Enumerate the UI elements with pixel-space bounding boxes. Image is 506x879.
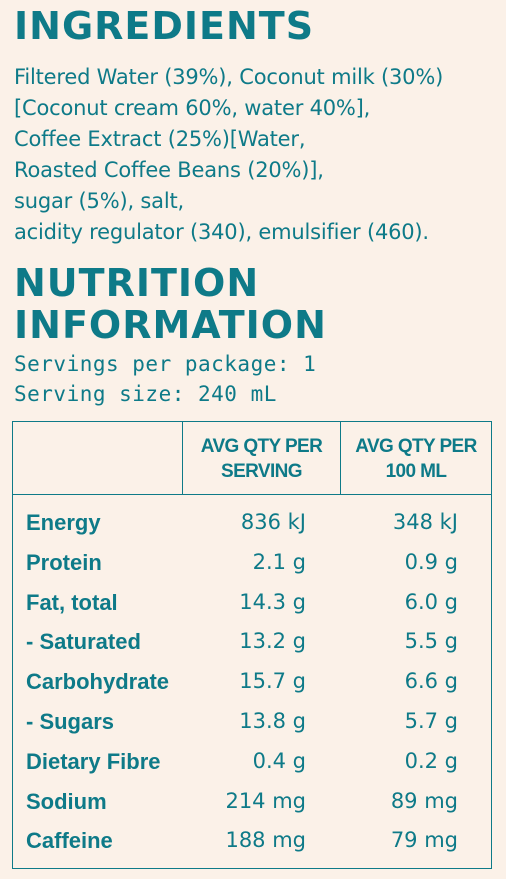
- nutrition-table: AVG QTY PER SERVING AVG QTY PER 100 ML E…: [12, 421, 492, 869]
- per-100ml-value: 348 kJ: [392, 510, 458, 534]
- table-row: Sodium 214 mg 89 mg: [13, 789, 491, 829]
- table-row: Energy 836 kJ 348 kJ: [13, 510, 491, 550]
- ingredients-list: Filtered Water (39%), Coconut milk (30%)…: [14, 62, 496, 248]
- column-divider: [340, 422, 341, 495]
- per-100ml-value: 5.7 g: [404, 709, 458, 733]
- nutrient-label: Sodium: [26, 788, 107, 814]
- per-serving-value: 188 mg: [225, 828, 306, 853]
- column-header-line: AVG QTY PER: [355, 436, 477, 457]
- nutrient-label: Dietary Fibre: [26, 748, 161, 774]
- per-serving-value: 13.2 g: [239, 629, 306, 654]
- ingredients-line: Coffee Extract (25%)[Water,: [14, 127, 306, 151]
- per-serving-value: 2.1 g: [252, 549, 306, 574]
- ingredients-line: Filtered Water (39%), Coconut milk (30%): [14, 65, 444, 89]
- column-header-per-100ml: AVG QTY PER 100 ML: [341, 434, 491, 484]
- per-serving-value: 0.4 g: [252, 748, 306, 773]
- column-header-line: 100 ML: [385, 461, 447, 482]
- per-100ml-value: 5.5 g: [404, 629, 458, 654]
- ingredients-line: sugar (5%), salt,: [14, 189, 184, 213]
- nutrition-heading-line: NUTRITION: [14, 261, 260, 305]
- nutrition-heading: NUTRITION INFORMATION: [14, 262, 327, 346]
- column-divider: [182, 422, 183, 495]
- per-serving-value: 15.7 g: [239, 669, 306, 694]
- table-row: Protein 2.1 g 0.9 g: [13, 550, 491, 590]
- servings-per-package: Servings per package: 1: [14, 352, 317, 376]
- ingredients-line: Roasted Coffee Beans (20%)],: [14, 158, 324, 182]
- table-row: Fat, total 14.3 g 6.0 g: [13, 590, 491, 630]
- serving-info: Servings per package: 1 Serving size: 24…: [14, 349, 316, 409]
- column-header-line: AVG QTY PER: [200, 436, 323, 457]
- per-100ml-value: 89 mg: [390, 788, 458, 813]
- table-row: Caffeine 188 mg 79 mg: [13, 828, 491, 868]
- nutrient-label: - Sugars: [26, 709, 115, 734]
- column-header-line: SERVING: [221, 461, 303, 482]
- nutrient-label: Protein: [26, 549, 102, 575]
- table-row: - Sugars 13.8 g 5.7 g: [13, 709, 491, 749]
- nutrition-heading-line: INFORMATION: [14, 303, 327, 347]
- per-serving-value: 214 mg: [225, 788, 306, 813]
- table-row: Carbohydrate 15.7 g 6.6 g: [13, 669, 491, 709]
- nutrient-label: - Saturated: [26, 629, 141, 655]
- per-100ml-value: 6.0 g: [404, 589, 458, 614]
- per-serving-value: 836 kJ: [240, 510, 306, 534]
- ingredients-line: [Coconut cream 60%, water 40%],: [14, 96, 371, 120]
- per-serving-value: 14.3 g: [239, 589, 306, 614]
- column-header-per-serving: AVG QTY PER SERVING: [183, 434, 340, 484]
- per-100ml-value: 0.9 g: [404, 549, 458, 574]
- nutrient-label: Carbohydrate: [26, 669, 170, 695]
- serving-size: Serving size: 240 mL: [14, 382, 277, 406]
- table-row: - Saturated 13.2 g 5.5 g: [13, 629, 491, 669]
- ingredients-line: acidity regulator (340), emulsifier (460…: [14, 220, 429, 244]
- table-row: Dietary Fibre 0.4 g 0.2 g: [13, 749, 491, 789]
- ingredients-heading: INGREDIENTS: [14, 4, 315, 48]
- per-100ml-value: 6.6 g: [404, 669, 458, 694]
- nutrient-label: Caffeine: [26, 828, 113, 854]
- per-serving-value: 13.8 g: [239, 709, 306, 733]
- per-100ml-value: 79 mg: [390, 828, 458, 853]
- nutrient-label: Fat, total: [26, 589, 118, 615]
- nutrient-label: Energy: [26, 510, 101, 535]
- per-100ml-value: 0.2 g: [404, 748, 458, 773]
- header-divider: [13, 494, 491, 495]
